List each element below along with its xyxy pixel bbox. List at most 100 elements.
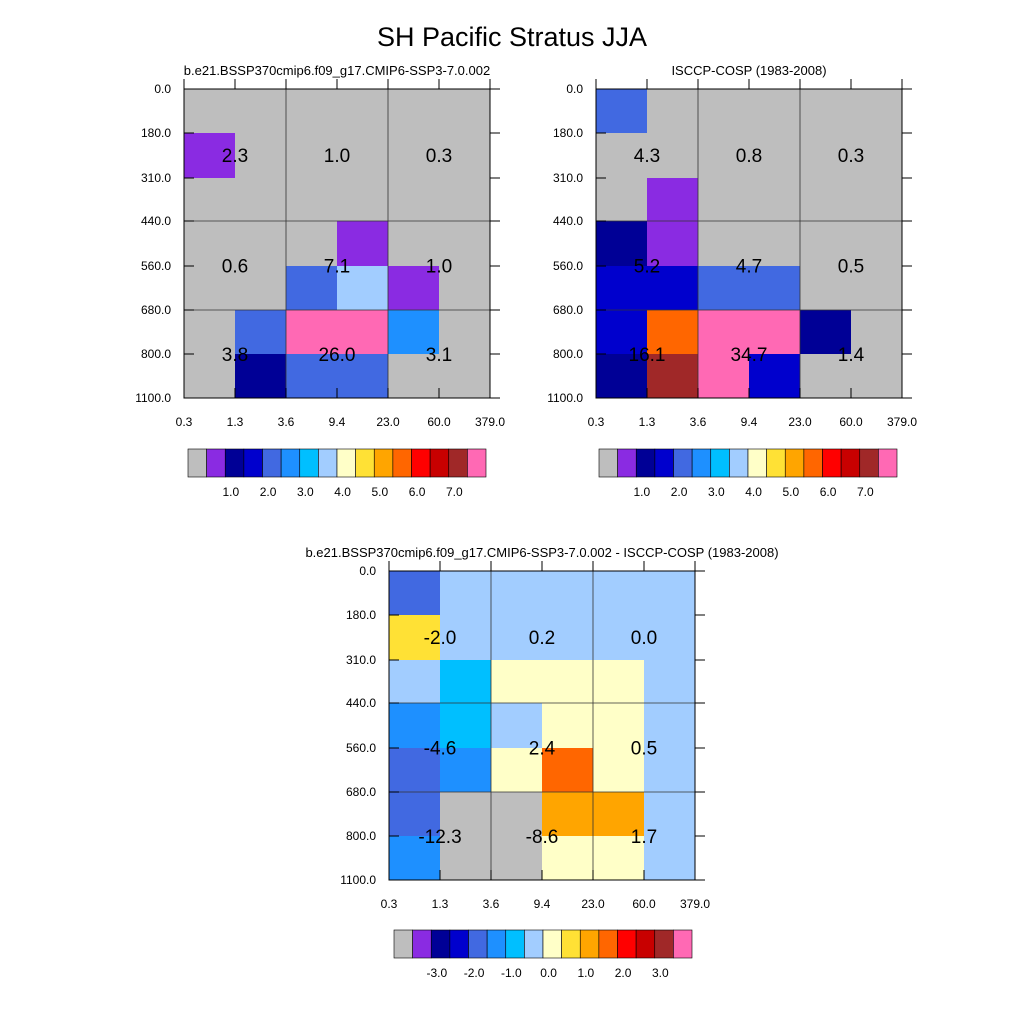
y-tick-label: 180.0 [346,608,376,622]
x-tick-label: 1.3 [639,415,656,429]
heatmap-cell [337,178,389,222]
group-value-label: 0.3 [838,146,864,167]
heatmap-cell [184,89,236,134]
colorbar-label: 4.0 [745,485,762,499]
colorbar-swatch [467,448,487,478]
x-tick-label: 379.0 [680,897,710,911]
heatmap-cell [698,354,750,399]
colorbar-swatch [542,929,562,959]
heatmap-cell [851,178,903,222]
y-tick-label: 440.0 [553,214,583,228]
heatmap-cell [647,354,699,399]
heatmap-cell [698,266,750,311]
heatmap-cell [800,89,852,134]
heatmap-cell [596,178,648,222]
panel-difference: b.e21.BSSP370cmip6.f09_g17.CMIP6-SSP3-7.… [305,545,778,980]
colorbar-swatch [262,448,282,478]
heatmap-cell [286,89,338,134]
colorbar-label: 7.0 [857,485,874,499]
colorbar-label: -3.0 [426,966,447,980]
colorbar-swatch [318,448,338,478]
x-tick-label: 23.0 [581,897,605,911]
x-tick-label: 60.0 [427,415,451,429]
heatmap-cell [389,615,441,661]
group-value-label: -8.6 [526,827,559,848]
heatmap-cell [286,133,338,179]
y-tick-label: 0.0 [359,564,376,578]
heatmap-cell [851,354,903,399]
heatmap-cell [593,792,645,837]
heatmap-cell [439,133,491,179]
heatmap-cell [644,748,696,793]
group-value-label: 0.2 [529,628,555,649]
colorbar-label: 3.0 [708,485,725,499]
x-tick-label: 23.0 [788,415,812,429]
heatmap-cell [389,748,441,793]
y-tick-label: 310.0 [553,171,583,185]
panel-title: ISCCP-COSP (1983-2008) [671,63,826,78]
heatmap-cell [542,660,594,704]
heatmap-cell [647,89,699,134]
y-tick-label: 180.0 [141,126,171,140]
heatmap-cell [389,836,441,881]
heatmap-cell [184,354,236,399]
x-tick-label: 23.0 [376,415,400,429]
heatmap-cell [440,792,492,837]
x-tick-label: 9.4 [741,415,758,429]
heatmap-cell [184,310,236,355]
heatmap-cell [389,660,441,704]
heatmap-cell [286,221,338,267]
heatmap-cell [542,792,594,837]
heatmap-cell [235,310,287,355]
heatmap-cell [749,89,801,134]
heatmap-cell [644,660,696,704]
group-value-label: 1.7 [631,827,657,848]
heatmap-cell [749,221,801,267]
colorbar-swatch [411,448,431,478]
colorbar-swatch [468,929,488,959]
colorbar-label: 7.0 [446,485,463,499]
heatmap-cell [800,178,852,222]
group-value-label: -4.6 [424,739,457,760]
colorbar-swatch [747,448,767,478]
colorbar-swatch [598,448,618,478]
heatmap-cell [337,89,389,134]
colorbar-swatch [673,448,693,478]
group-value-label: 0.5 [631,739,657,760]
group-value-label: 3.8 [222,345,248,366]
colorbar-swatch [187,448,207,478]
heatmap-cell [647,310,699,355]
heatmap-cell [388,354,440,399]
colorbar-swatch [355,448,375,478]
heatmap-cell [851,266,903,311]
colorbar-swatch [448,448,468,478]
colorbar-swatch [336,448,356,478]
heatmap-cell [542,615,594,661]
colorbar-swatch [617,448,637,478]
colorbar-label: 1.0 [633,485,650,499]
x-tick-label: 3.6 [483,897,500,911]
heatmap-cell [337,310,389,355]
colorbar-label: -1.0 [501,966,522,980]
colorbar-swatch [412,929,432,959]
heatmap-cell [851,133,903,179]
panel-model: b.e21.BSSP370cmip6.f09_g17.CMIP6-SSP3-7.… [135,63,505,499]
heatmap-cell [389,703,441,749]
colorbar-label: 6.0 [820,485,837,499]
y-tick-label: 0.0 [154,82,171,96]
colorbar-swatch [224,448,245,478]
colorbar-swatch [393,929,413,959]
colorbar-swatch [766,448,786,478]
group-value-label: 5.2 [634,257,660,278]
x-tick-label: 60.0 [839,415,863,429]
panel-title: b.e21.BSSP370cmip6.f09_g17.CMIP6-SSP3-7.… [305,545,778,560]
colorbar-swatch [280,448,301,478]
colorbar-label: 1.0 [577,966,594,980]
y-tick-label: 680.0 [141,303,171,317]
heatmap-cell [596,89,648,134]
x-tick-label: 1.3 [227,415,244,429]
heatmap-cell [542,571,594,616]
heatmap-cell [440,615,492,661]
colorbar-label: 2.0 [615,966,632,980]
